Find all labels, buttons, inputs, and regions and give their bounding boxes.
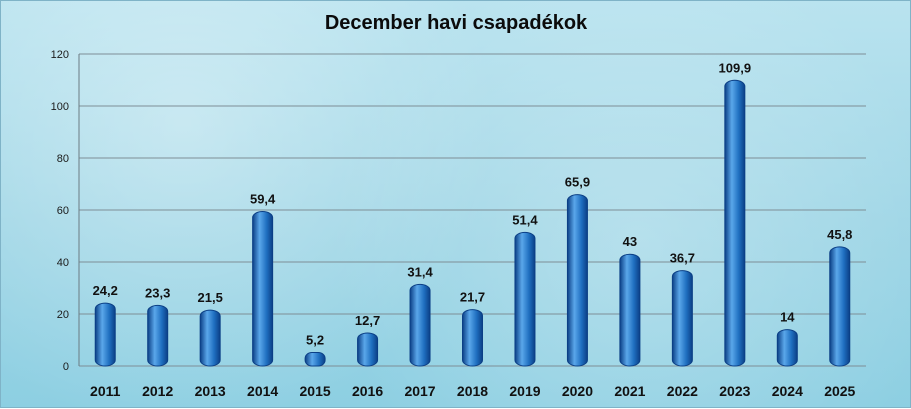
y-tick-label: 60 xyxy=(57,205,69,217)
x-tick-label: 2013 xyxy=(195,383,226,399)
y-tick-label: 40 xyxy=(57,257,69,269)
bar xyxy=(94,302,116,367)
data-label: 14 xyxy=(780,310,795,325)
bar xyxy=(462,309,483,367)
data-labels: 24,2 23,3 21,5 59,4 5,2 12,7 31,4 21,7 51,4 65,9 4… xyxy=(93,60,853,347)
bar xyxy=(619,253,641,367)
data-label: 12,7 xyxy=(355,313,380,328)
x-tick-label: 2018 xyxy=(457,383,488,399)
x-tick-label: 2023 xyxy=(719,383,750,399)
data-label: 43 xyxy=(623,234,637,249)
x-tick-label: 2022 xyxy=(667,383,698,399)
data-label: 109,9 xyxy=(719,60,752,75)
bar xyxy=(776,329,798,367)
chart-title: December havi csapadékok xyxy=(325,12,588,34)
bar xyxy=(147,304,169,367)
y-tick-label: 120 xyxy=(51,49,69,61)
x-tick-label: 2015 xyxy=(300,383,331,399)
bar xyxy=(252,211,274,367)
bars xyxy=(94,79,851,367)
x-tick-label: 2012 xyxy=(142,383,173,399)
data-label: 31,4 xyxy=(407,264,433,279)
data-label: 45,8 xyxy=(827,227,852,242)
x-tick-label: 2020 xyxy=(562,383,593,399)
y-axis: 0 20 40 60 80 100 120 xyxy=(51,49,80,373)
bar xyxy=(514,231,536,367)
x-tick-label: 2021 xyxy=(614,383,645,399)
data-label: 59,4 xyxy=(250,192,276,207)
data-label: 21,7 xyxy=(460,290,485,305)
data-label: 65,9 xyxy=(565,175,590,190)
x-tick-label: 2016 xyxy=(352,383,383,399)
x-tick-label: 2025 xyxy=(824,383,855,399)
bar xyxy=(199,309,221,367)
data-label: 23,3 xyxy=(145,285,170,300)
x-tick-label: 2024 xyxy=(772,383,803,399)
x-tick-label: 2017 xyxy=(404,383,435,399)
y-tick-label: 20 xyxy=(57,309,69,321)
data-label: 5,2 xyxy=(306,332,324,347)
bar xyxy=(671,270,693,367)
y-tick-label: 80 xyxy=(57,153,69,165)
bar xyxy=(566,194,588,367)
data-label: 51,4 xyxy=(512,212,538,227)
data-label: 21,5 xyxy=(198,290,223,305)
bar xyxy=(409,283,431,367)
y-tick-label: 0 xyxy=(63,361,69,373)
bar xyxy=(829,246,851,367)
x-tick-label: 2019 xyxy=(509,383,540,399)
y-tick-label: 100 xyxy=(51,101,69,113)
x-axis: 2011 2012 2013 2014 2015 2016 2017 2018 2019 2020… xyxy=(90,383,856,399)
bar xyxy=(724,79,746,367)
data-label: 24,2 xyxy=(93,283,118,298)
x-tick-label: 2011 xyxy=(90,383,121,399)
bar xyxy=(357,332,379,367)
data-label: 36,7 xyxy=(670,251,695,266)
x-tick-label: 2014 xyxy=(247,383,278,399)
bar xyxy=(304,351,326,367)
